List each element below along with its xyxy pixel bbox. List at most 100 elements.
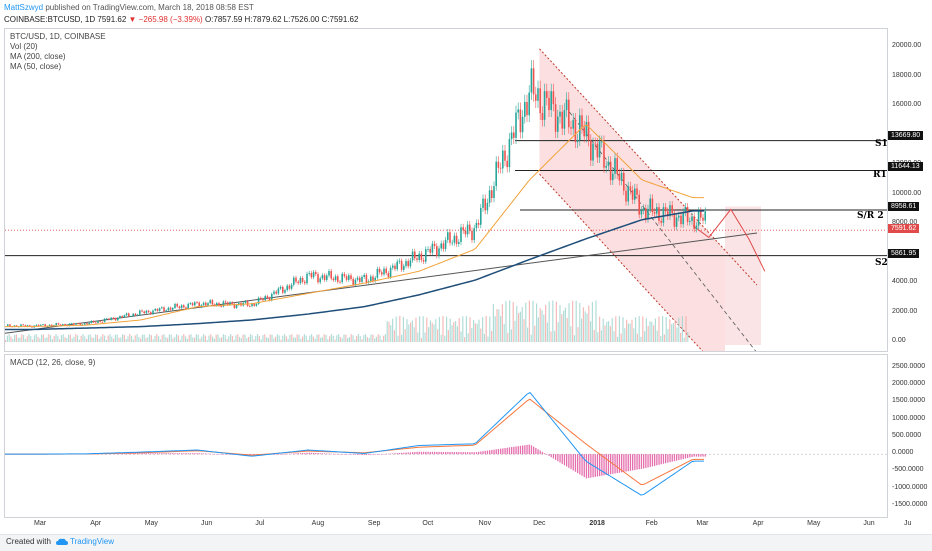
macd-histogram-bar [170, 453, 172, 455]
volume-bar [291, 334, 293, 343]
volume-bar [375, 336, 377, 343]
volume-bar [77, 335, 79, 343]
volume-bar [228, 336, 230, 343]
volume-bar [64, 337, 66, 343]
volume-bar [460, 331, 462, 343]
candle-body [211, 300, 214, 305]
candle-body [299, 277, 302, 284]
volume-bar [465, 316, 467, 343]
macd-histogram-bar [541, 451, 544, 455]
candle-body [264, 296, 266, 301]
candle-body [627, 186, 629, 202]
volume-bar [559, 305, 561, 343]
volume-bar [678, 317, 680, 343]
macd-histogram-bar [662, 454, 665, 464]
candle-body [165, 310, 167, 312]
volume-bar [248, 337, 250, 343]
price-axis[interactable]: 20000.0018000.0016000.0014000.0012000.00… [888, 28, 932, 352]
candle-body [689, 220, 691, 222]
volume-bar [591, 301, 593, 343]
macd-histogram-bar [357, 454, 359, 455]
volume-bar [426, 317, 428, 343]
volume-bar [294, 337, 296, 343]
volume-bar [523, 319, 525, 343]
tradingview-cloud-icon [56, 538, 68, 545]
candle-body [297, 281, 299, 284]
macd-tick: 500.0000 [892, 431, 922, 439]
volume-bar [647, 326, 649, 343]
candle-body [667, 211, 669, 217]
candle-body [660, 220, 662, 223]
volume-bar [537, 317, 539, 343]
macd-histogram-bar [398, 452, 401, 455]
volume-bar [595, 300, 597, 343]
candle-body [506, 160, 508, 168]
volume-bar [557, 322, 559, 343]
candle-body [587, 121, 590, 141]
time-axis[interactable]: Mar Apr May Jun Jul Aug Sep Oct Nov Dec 2018 Feb Mar… [4, 518, 911, 532]
volume-bar [390, 325, 392, 343]
macd-histogram-bar [339, 454, 341, 455]
volume-bar [183, 334, 185, 343]
macd-histogram-bar [616, 454, 618, 474]
macd-histogram-bar [607, 454, 610, 475]
macd-axis[interactable]: 2500.0000 2000.0000 1500.0000 1000.0000 500.… [888, 354, 932, 518]
candle-body [310, 272, 313, 278]
volume-bar [48, 334, 50, 343]
volume-bar [636, 333, 638, 343]
volume-bar [478, 319, 480, 343]
candle-body [101, 322, 104, 323]
candle-body [638, 194, 640, 215]
macd-histogram-bar [453, 452, 456, 455]
volume-bar [91, 337, 93, 343]
time-tick: Jun [863, 520, 875, 527]
candle-body [612, 173, 614, 181]
candle-body [334, 276, 337, 281]
candle-body [471, 230, 473, 241]
volume-bar [374, 338, 376, 343]
candle-body [304, 281, 306, 284]
candle-body [191, 303, 194, 306]
macd-histogram-bar [385, 453, 387, 455]
candle-body [642, 208, 645, 211]
macd-histogram-bar [216, 454, 218, 455]
volume-bar [201, 336, 203, 343]
volume-bar [444, 335, 446, 343]
volume-bar [685, 316, 687, 343]
macd-histogram-bar [704, 454, 706, 457]
candle-body [704, 211, 706, 221]
macd-histogram-bar [645, 454, 647, 468]
macd-histogram-bar [174, 453, 176, 455]
macd-histogram-bar [599, 454, 601, 477]
macd-histogram-bar [299, 453, 302, 455]
candle-body [605, 165, 607, 168]
macd-histogram-bar [669, 454, 671, 463]
footer-created: Created with [6, 537, 51, 546]
candle-body [90, 320, 93, 324]
volume-bar [293, 337, 295, 343]
volume-bar [645, 318, 647, 343]
volume-bar [109, 334, 111, 343]
volume-bar [413, 327, 415, 343]
volume-bar [489, 316, 491, 343]
macd-histogram-bar [643, 454, 645, 469]
macd-pane[interactable]: MACD (12, 26, close, 9) [4, 354, 888, 518]
time-tick: Jun [200, 520, 213, 527]
candle-body [521, 116, 524, 133]
candle-body [273, 291, 275, 294]
volume-bar [456, 326, 458, 343]
candle-body [123, 315, 126, 318]
volume-bar [476, 323, 478, 343]
level-label-s1: S1 [875, 139, 888, 149]
macd-histogram-bar [665, 454, 667, 464]
volume-bar [608, 321, 610, 343]
volume-bar [541, 310, 543, 343]
volume-bar [483, 333, 485, 343]
candle-body [607, 161, 610, 166]
volume-bar [172, 338, 174, 343]
footer-brand-link[interactable]: TradingView [70, 537, 115, 546]
price-pane[interactable]: BTC/USD, 1D, COINBASE Vol (20) MA (200, … [4, 28, 888, 352]
candle-body [592, 143, 594, 161]
author-link[interactable]: MattSzwyd [4, 3, 44, 12]
price-legend: BTC/USD, 1D, COINBASE Vol (20) MA (200, … [10, 32, 106, 72]
